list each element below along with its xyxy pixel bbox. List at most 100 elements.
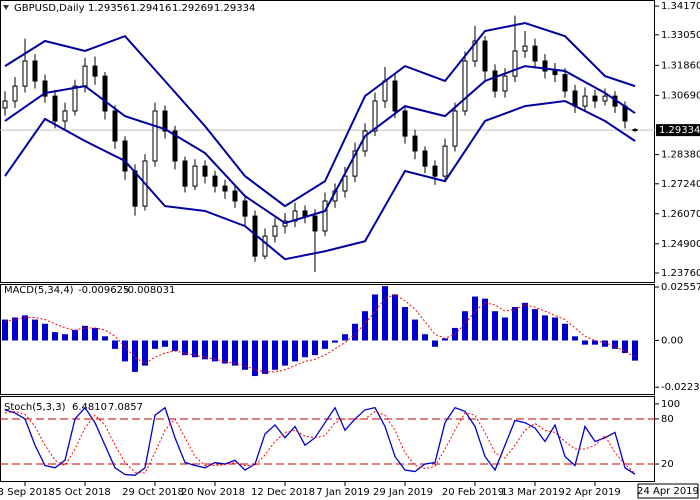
candle-body <box>102 75 108 112</box>
macd-bar <box>172 340 178 351</box>
macd-readout: -0.009625 <box>78 285 129 296</box>
candle-body <box>112 110 118 142</box>
macd-bar <box>622 340 628 354</box>
x-tick-label: 12 Dec 2018 <box>251 487 315 498</box>
candle-body <box>452 110 458 147</box>
candle-body <box>92 65 98 77</box>
macd-signal <box>4 293 636 373</box>
macd-bar <box>142 340 148 366</box>
macd-bar <box>212 340 218 362</box>
macd-bar <box>222 340 228 364</box>
bollinger-band <box>4 22 636 208</box>
macd-bar <box>252 340 258 377</box>
macd-bar <box>182 340 188 356</box>
ohlc-low: 1.29269 <box>172 3 213 14</box>
macd-bar <box>332 340 338 343</box>
macd-bar <box>112 340 118 349</box>
y-tick-label: 1.28380 <box>661 150 700 161</box>
macd-bar <box>352 323 358 341</box>
x-tick-label: 13 Sep 2018 <box>0 487 55 498</box>
macd-bar <box>602 340 608 347</box>
x-tick-label: 20 Nov 2018 <box>181 487 245 498</box>
candle-body <box>12 85 18 102</box>
candle-body <box>402 110 408 137</box>
x-tick-label: 29 Oct 2018 <box>122 487 184 498</box>
macd-bar <box>512 307 518 341</box>
macd-bar <box>92 327 98 341</box>
x-tick-label: 29 Jan 2019 <box>373 487 433 498</box>
ohlc-high: 1.29416 <box>130 3 171 14</box>
macd-bar <box>312 340 318 356</box>
macd-bar <box>192 340 198 358</box>
candle-body <box>242 200 248 217</box>
candle-body <box>32 60 38 82</box>
y-tick-label: 80 <box>661 414 674 425</box>
macd-bar <box>432 340 438 347</box>
cursor-date-label: 24 Apr 2019 <box>637 486 699 497</box>
macd-bar <box>522 302 528 341</box>
macd-bar <box>12 317 18 341</box>
candle-body <box>312 215 318 232</box>
candle-body <box>62 110 68 122</box>
candle-body <box>472 40 478 62</box>
candle-body <box>72 85 78 112</box>
bollinger-band <box>4 99 636 261</box>
candle-body <box>162 110 168 132</box>
macd-bar <box>232 340 238 366</box>
macd-bar <box>42 323 48 341</box>
stoch-title: Stoch(5,3,3) <box>4 402 66 413</box>
macd-bar <box>342 334 348 341</box>
y-tick-label: 1.27240 <box>661 179 700 190</box>
stoch-pane-border <box>0 396 655 482</box>
macd-bar <box>82 325 88 341</box>
macd-bar <box>612 340 618 349</box>
x-tick-label: 5 Oct 2018 <box>55 487 110 498</box>
macd-bar <box>472 296 478 341</box>
macd-bar <box>152 340 158 349</box>
candle-body <box>632 129 638 132</box>
candle-body <box>82 65 88 87</box>
y-tick-label: 0.025577 <box>661 282 700 293</box>
candle-body <box>352 150 358 177</box>
candle-body <box>512 50 518 77</box>
candle-body <box>132 170 138 207</box>
candle-body <box>302 210 308 217</box>
macd-pane-border <box>0 284 655 395</box>
candle-body <box>432 165 438 177</box>
candle-body <box>122 140 128 172</box>
y-tick-label: 0.00 <box>661 335 683 346</box>
macd-bar <box>402 307 408 341</box>
macd-bar <box>632 340 638 361</box>
macd-bar <box>492 311 498 341</box>
y-tick-label: -0.02234 <box>661 382 700 393</box>
candle-body <box>172 130 178 162</box>
last-price-box <box>656 124 700 137</box>
candle-body <box>382 80 388 102</box>
main-pane-border <box>0 0 655 283</box>
candle-body <box>582 95 588 107</box>
symbol-icon <box>3 5 9 10</box>
candle-body <box>202 165 208 177</box>
candle-body <box>522 45 528 52</box>
macd-bar <box>322 340 328 349</box>
y-tick-label: 100 <box>661 399 680 410</box>
macd-title: MACD(5,34,4) <box>4 285 74 296</box>
y-tick-label: 1.30690 <box>661 90 700 101</box>
candle-body <box>572 90 578 107</box>
macd-bar <box>22 315 28 341</box>
stoch-line <box>4 410 636 475</box>
y-tick-label: 1.34170 <box>661 1 700 12</box>
macd-bar <box>32 319 38 341</box>
candle-body <box>462 60 468 112</box>
y-tick-label: 1.26070 <box>661 209 700 220</box>
macd-bar <box>382 286 388 341</box>
candle-body <box>442 145 448 177</box>
candle-body <box>152 110 158 162</box>
macd-signal-readout: -0.008031 <box>124 285 175 296</box>
candle-body <box>42 80 48 97</box>
macd-bar <box>272 340 278 370</box>
candle-body <box>592 95 598 102</box>
stoch-readout: 6.4810 <box>72 402 107 413</box>
